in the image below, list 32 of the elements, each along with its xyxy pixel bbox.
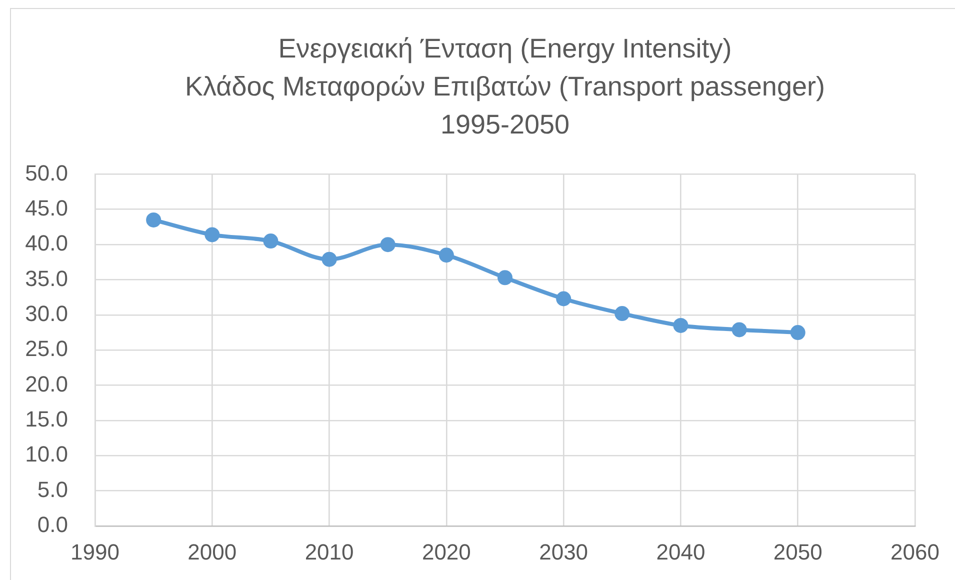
chart-title: Ενεργειακή Ένταση (Energy Intensity) Κλάδος Μεταφορών Επιβατών (Transport passenger) 1995-2050 [185, 33, 825, 140]
y-tick-label: 40.0 [25, 230, 68, 256]
y-tick-label: 45.0 [25, 195, 68, 220]
x-tick-label: 2000 [188, 539, 237, 564]
x-tick-label: 2030 [539, 539, 588, 564]
y-tick-label: 50.0 [25, 160, 68, 186]
y-tick-label: 5.0 [37, 476, 68, 502]
point [204, 227, 220, 242]
y-tick-label: 35.0 [25, 266, 68, 291]
point [732, 322, 747, 338]
y-tick-label: 10.0 [25, 442, 68, 467]
point [614, 306, 630, 322]
point [380, 237, 396, 252]
x-tick-label: 2010 [304, 539, 354, 564]
point [673, 318, 688, 333]
point [322, 252, 337, 267]
y-tick-label: 20.0 [25, 371, 68, 396]
point [498, 270, 512, 286]
x-tick-label: 1990 [70, 539, 120, 564]
point [438, 248, 454, 263]
point [263, 234, 278, 249]
point [790, 325, 806, 340]
x-tick-label: 2060 [890, 539, 940, 564]
x-tick-label: 2020 [422, 539, 471, 564]
x-tick-label: 2050 [773, 539, 822, 564]
y-tick-label: 25.0 [25, 336, 68, 362]
y-tick-label: 0.0 [37, 512, 68, 538]
x-tick-label: 2040 [656, 539, 706, 564]
point [556, 291, 572, 306]
point [146, 212, 162, 228]
y-tick-label: 30.0 [25, 300, 68, 326]
y-tick-label: 15.0 [25, 406, 68, 432]
